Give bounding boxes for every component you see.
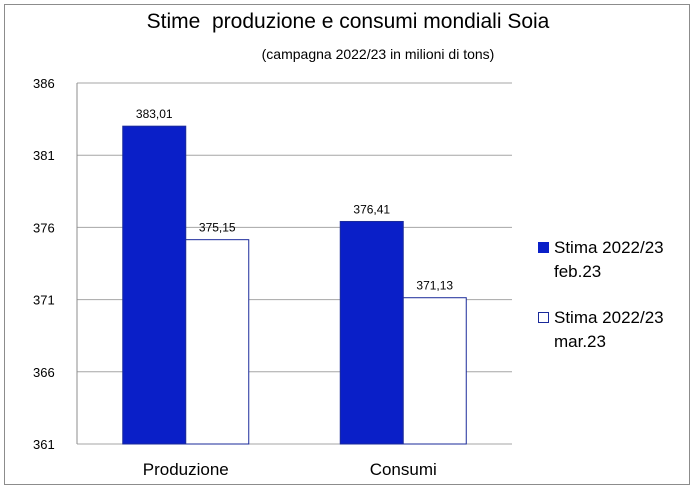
chart-subtitle: (campagna 2022/23 in milioni di tons) [261, 46, 495, 62]
y-tick-label: 386 [33, 76, 55, 91]
legend-label-feb23-line2: feb.23 [554, 262, 602, 281]
legend-label-mar23-line1: Stima 2022/23 [554, 308, 664, 327]
data-label: 375,15 [199, 221, 236, 235]
legend-swatch-mar23 [538, 312, 549, 323]
bar-consumi-series-1 [339, 220, 404, 445]
legend-item-feb23: Stima 2022/23 feb.23 [538, 236, 688, 286]
x-category-label: Produzione [143, 460, 229, 479]
bar-consumi-series-2 [402, 297, 467, 445]
legend-swatch-feb23 [538, 242, 549, 253]
y-tick-label: 366 [33, 365, 55, 380]
data-label: 383,01 [136, 107, 173, 121]
data-label: 371,13 [416, 279, 453, 293]
legend-item-mar23: Stima 2022/23 mar.23 [538, 306, 688, 356]
y-tick-label: 371 [33, 293, 55, 308]
y-tick-label: 381 [33, 148, 55, 163]
y-tick-label: 361 [33, 437, 55, 452]
bar-produzione-series-2 [185, 239, 250, 445]
y-tick-label: 376 [33, 220, 55, 235]
chart-title: Stime produzione e consumi mondiali Soia [146, 10, 550, 33]
bar-produzione-series-1 [122, 125, 187, 445]
x-category-label: Consumi [370, 460, 437, 479]
data-label: 376,41 [353, 202, 390, 216]
legend-label-feb23-line1: Stima 2022/23 [554, 238, 664, 257]
legend-label-mar23-line2: mar.23 [554, 332, 606, 351]
